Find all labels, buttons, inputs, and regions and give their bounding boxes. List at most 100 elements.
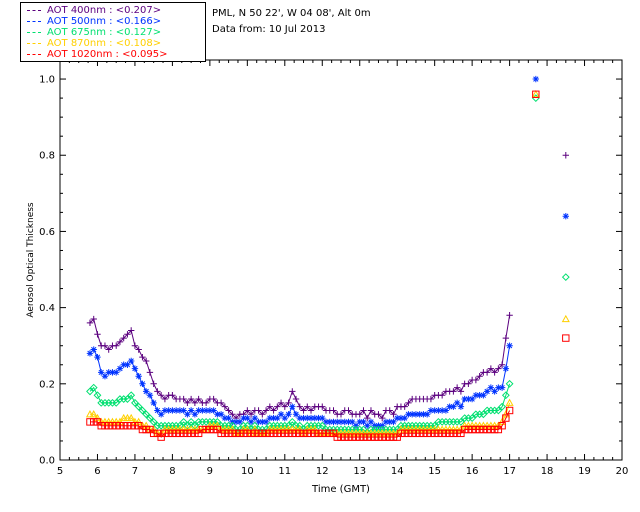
point-diamond	[179, 417, 188, 426]
series-1	[86, 342, 513, 429]
point-asterisk	[124, 361, 131, 368]
point-asterisk	[431, 407, 438, 414]
point-asterisk	[277, 411, 285, 418]
point-square	[415, 429, 424, 438]
point-square	[296, 429, 304, 438]
point-plus	[244, 407, 251, 414]
point-square	[449, 429, 458, 438]
point-square	[472, 425, 480, 434]
point-asterisk	[427, 407, 435, 414]
series-4	[86, 406, 514, 441]
point-asterisk	[274, 414, 281, 422]
point-plus	[180, 395, 187, 403]
point-asterisk	[446, 403, 453, 410]
point-asterisk	[135, 372, 142, 380]
y-tick-label: 1.0	[39, 75, 55, 86]
point-square	[176, 429, 184, 438]
point-plus	[139, 353, 146, 361]
point-triangle	[228, 425, 237, 433]
point-asterisk	[244, 414, 251, 422]
point-triangle	[89, 410, 98, 418]
point-triangle	[157, 429, 166, 437]
point-square	[153, 429, 162, 438]
point-triangle	[134, 417, 143, 425]
point-asterisk	[390, 418, 397, 426]
point-plus	[379, 414, 386, 422]
point-square	[303, 429, 311, 438]
point-asterisk	[150, 399, 157, 407]
point-asterisk	[337, 418, 345, 426]
point-asterisk	[139, 380, 146, 388]
point-square	[108, 422, 117, 430]
point-square	[258, 429, 267, 438]
point-plus	[262, 407, 270, 414]
point-plus	[319, 403, 326, 410]
point-square	[262, 429, 270, 438]
point-square	[217, 429, 225, 438]
x-tick-label: 15	[428, 466, 441, 477]
point-asterisk	[307, 414, 315, 422]
y-tick-label: 0.0	[39, 456, 55, 467]
point-square	[213, 425, 222, 434]
point-asterisk	[405, 411, 412, 418]
series-0	[86, 312, 513, 422]
point-plus	[337, 411, 345, 418]
point-plus	[105, 346, 112, 353]
point-asterisk	[397, 414, 405, 422]
point-asterisk	[450, 403, 457, 410]
point-diamond	[187, 417, 196, 426]
point-asterisk	[236, 418, 244, 426]
point-plus	[453, 384, 461, 391]
point-asterisk	[289, 403, 296, 410]
plot-frame	[59, 59, 623, 461]
point-triangle	[142, 421, 151, 429]
point-plus	[307, 407, 315, 414]
legend-item-870: AOT 870nm : <0.108>	[21, 38, 205, 49]
point-diamond	[127, 391, 136, 400]
y-tick-label: 0.8	[39, 151, 55, 162]
point-plus	[217, 399, 225, 407]
point-plus	[476, 372, 483, 380]
point-diamond	[494, 406, 503, 415]
y-tick-label: 0.2	[39, 379, 55, 390]
point-plus	[304, 403, 311, 410]
point-square	[112, 422, 120, 430]
point-square	[247, 429, 255, 438]
point-square	[460, 425, 469, 434]
point-plus	[255, 407, 262, 414]
point-asterisk	[483, 388, 491, 395]
point-plus	[498, 361, 506, 368]
point-asterisk	[412, 411, 420, 418]
point-triangle	[250, 425, 259, 433]
series-line	[90, 410, 511, 438]
point-asterisk	[113, 369, 120, 376]
point-plus	[195, 395, 202, 403]
point-square	[419, 429, 428, 438]
point-square	[326, 429, 334, 438]
point-triangle	[531, 90, 540, 98]
point-square	[142, 425, 150, 434]
point-asterisk	[360, 418, 367, 426]
point-plus	[345, 407, 352, 414]
point-plus	[364, 414, 371, 422]
point-asterisk	[180, 407, 187, 414]
point-triangle	[310, 425, 319, 433]
point-square	[348, 433, 356, 441]
point-asterisk	[495, 384, 502, 391]
point-asterisk	[491, 388, 498, 395]
point-asterisk	[334, 418, 341, 426]
point-plus	[367, 407, 375, 414]
point-square	[356, 433, 364, 441]
point-square	[146, 425, 154, 434]
point-asterisk	[157, 411, 165, 418]
point-asterisk	[120, 361, 127, 368]
point-square	[228, 429, 237, 438]
point-diamond	[284, 421, 293, 430]
point-asterisk	[438, 407, 446, 414]
point-square	[116, 422, 124, 430]
point-square	[206, 425, 214, 434]
point-square	[292, 429, 300, 438]
point-plus	[191, 399, 199, 407]
point-triangle	[456, 425, 465, 433]
legend-label-1020: AOT 1020nm : <0.095>	[47, 49, 168, 60]
